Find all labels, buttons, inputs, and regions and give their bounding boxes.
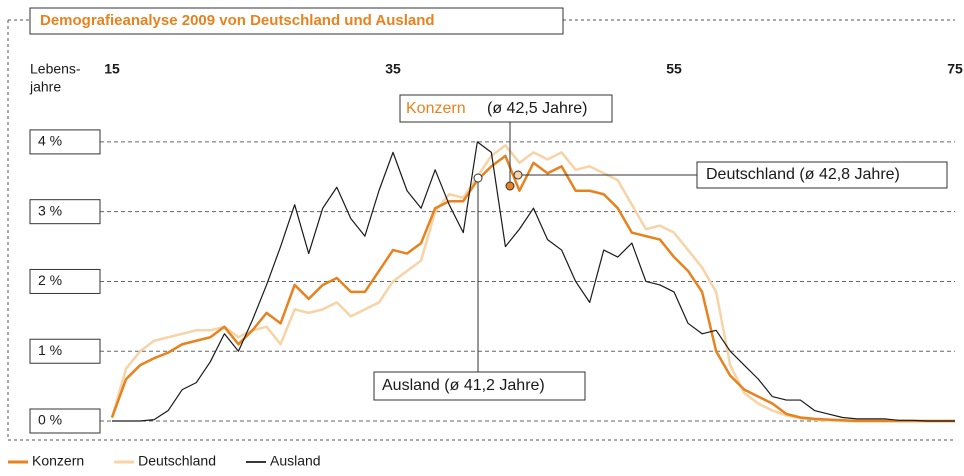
series-line: [110, 154, 955, 423]
annotation-label: Ausland (ø 41,2 Jahre): [382, 377, 545, 394]
annotation-konzern: Konzern (ø 42,5 Jahre): [399, 94, 613, 191]
x-tick-label: 55: [666, 61, 682, 77]
y-tick-box: [29, 268, 101, 294]
x-tick-label: 75: [947, 61, 963, 77]
y-tick-label: 4 %: [38, 133, 62, 149]
y-tick-label: 1 %: [38, 342, 62, 358]
annotation-label: Deutschland (ø 42,8 Jahre): [706, 166, 900, 183]
x-label: jahre: [29, 79, 61, 95]
title-box: [29, 7, 564, 35]
y-tick-label: 3 %: [38, 202, 62, 218]
chart-title: Demografieanalyse 2009 von Deutschland u…: [40, 12, 435, 29]
annotation-text: (ø 42,5 Jahre): [487, 100, 587, 117]
annotation-deutschland: Deutschland (ø 42,8 Jahre): [513, 161, 948, 189]
annotation-label: Konzern: [406, 100, 466, 117]
y-tick-box: [29, 199, 101, 225]
legend-label: Konzern: [32, 453, 84, 469]
y-tick-box: [29, 338, 101, 364]
x-tick-label: 35: [385, 61, 401, 77]
annotation-ausland: Ausland (ø 41,2 Jahre): [373, 173, 586, 401]
y-tick-box: [29, 408, 101, 434]
frame: [7, 19, 955, 441]
y-tick-label: 0 %: [38, 412, 62, 428]
legend-label: Ausland: [270, 453, 321, 469]
x-label: Lebens-: [30, 61, 81, 77]
y-tick-box: [29, 129, 101, 155]
y-tick-label: 2 %: [38, 272, 62, 288]
series-line: [112, 141, 955, 422]
legend-label: Deutschland: [138, 453, 216, 469]
x-tick-label: 15: [104, 61, 120, 77]
